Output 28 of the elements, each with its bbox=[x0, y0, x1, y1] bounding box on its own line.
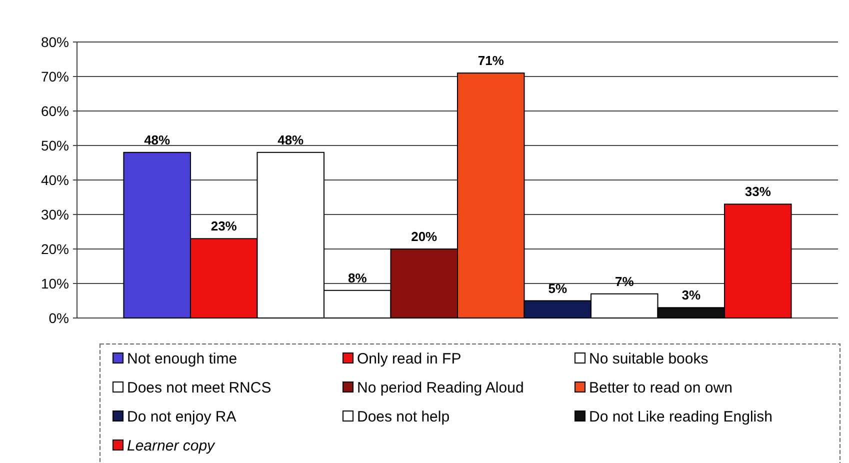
legend-label: Not enough time bbox=[127, 350, 238, 368]
data-label: 33% bbox=[744, 184, 772, 200]
data-label: 20% bbox=[411, 229, 438, 244]
data-label: 71% bbox=[478, 53, 504, 68]
y-tick-label: 20% bbox=[40, 240, 69, 257]
legend-label: Does not help bbox=[357, 408, 450, 426]
y-tick-label: 0% bbox=[48, 310, 69, 326]
y-tick-label: 60% bbox=[40, 102, 69, 119]
data-label: 48% bbox=[144, 132, 171, 148]
legend-label: Do not Like reading English bbox=[589, 408, 772, 426]
data-label: 23% bbox=[210, 218, 238, 234]
legend-label: Only read in FP bbox=[357, 350, 462, 368]
y-tick-label: 50% bbox=[40, 137, 69, 154]
data-label: 5% bbox=[548, 280, 568, 296]
legend-label: Do not enjoy RA bbox=[127, 408, 236, 426]
data-label: 48% bbox=[278, 132, 304, 148]
legend-label: Does not meet RNCS bbox=[127, 379, 272, 396]
data-label: 8% bbox=[348, 270, 368, 286]
legend-label: No suitable books bbox=[589, 350, 708, 368]
y-tick-label: 10% bbox=[40, 275, 69, 292]
y-tick-label: 80% bbox=[40, 34, 69, 50]
data-label: 3% bbox=[682, 288, 701, 303]
y-tick-label: 40% bbox=[40, 172, 69, 188]
legend-label: Learner copy bbox=[127, 437, 216, 454]
y-tick-label: 70% bbox=[40, 68, 69, 84]
legend-label: No period Reading Aloud bbox=[357, 379, 524, 396]
legend-label: Better to read on own bbox=[589, 379, 732, 396]
y-tick-label: 30% bbox=[40, 206, 69, 222]
